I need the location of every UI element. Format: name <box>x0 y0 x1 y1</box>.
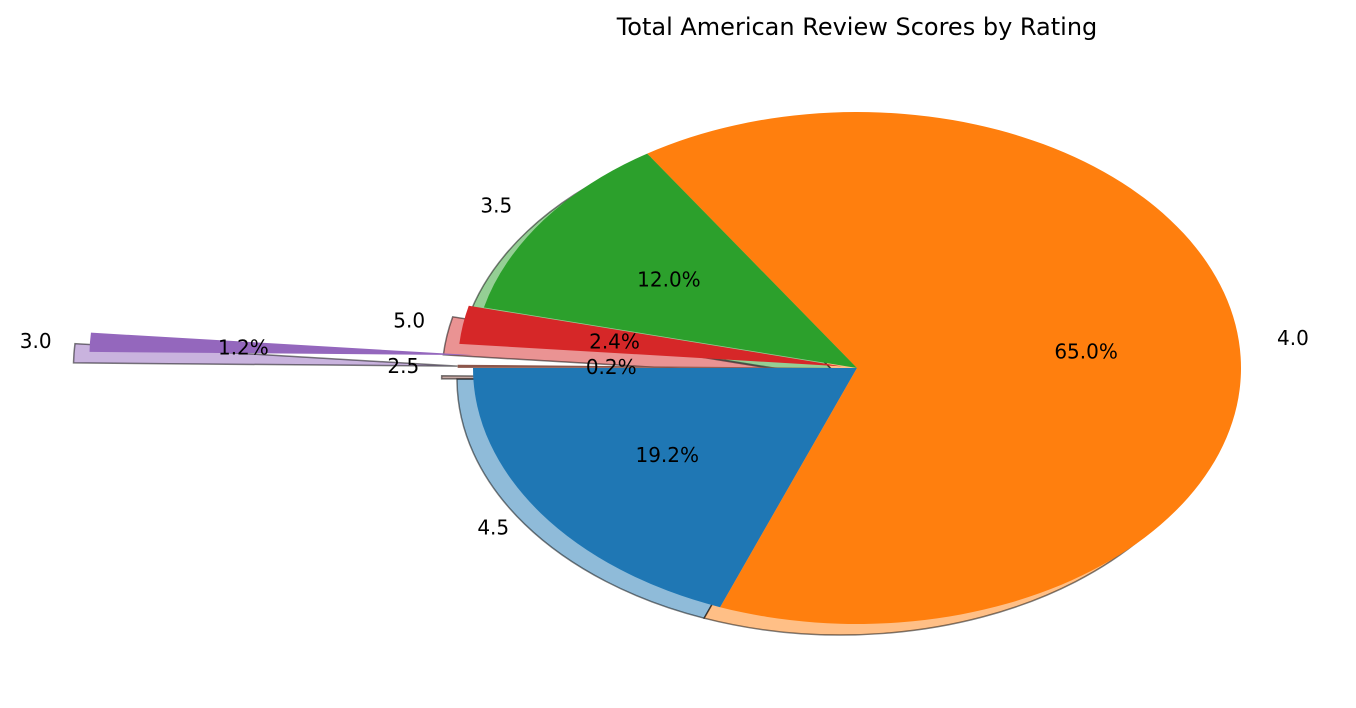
pie-slice-4-0 <box>647 112 1241 625</box>
slice-pct-label-5-0: 2.4% <box>589 329 640 353</box>
slice-label-2-5: 2.5 <box>387 354 419 378</box>
slice-labels: 4.5 19.2% 4.0 65.0% 3.5 12.0% 5.0 2.4% 3.0 1.2% 2.… <box>20 193 1309 539</box>
slice-label-4-5: 4.5 <box>477 516 509 540</box>
slice-label-5-0: 5.0 <box>393 309 425 333</box>
pie-slice-4-5 <box>473 368 857 608</box>
slice-label-3-0: 3.0 <box>20 329 52 353</box>
slice-label-3-5: 3.5 <box>480 193 512 217</box>
pie-slice-2-5 <box>457 364 842 368</box>
slice-pct-label-3-0: 1.2% <box>218 335 269 359</box>
pie-slice-3-5 <box>483 153 857 368</box>
pie-slice-5-0 <box>459 305 842 367</box>
pie-slices <box>89 112 1241 625</box>
slice-pct-label-4-5: 19.2% <box>635 443 699 467</box>
chart-title: Total American Review Scores by Rating <box>616 13 1098 41</box>
slice-label-4-0: 4.0 <box>1277 326 1309 350</box>
slice-pct-label-2-5: 0.2% <box>586 355 637 379</box>
pie-slice-3-0 <box>89 332 474 356</box>
slice-pct-label-4-0: 65.0% <box>1054 340 1118 364</box>
slice-pct-label-3-5: 12.0% <box>637 267 701 291</box>
